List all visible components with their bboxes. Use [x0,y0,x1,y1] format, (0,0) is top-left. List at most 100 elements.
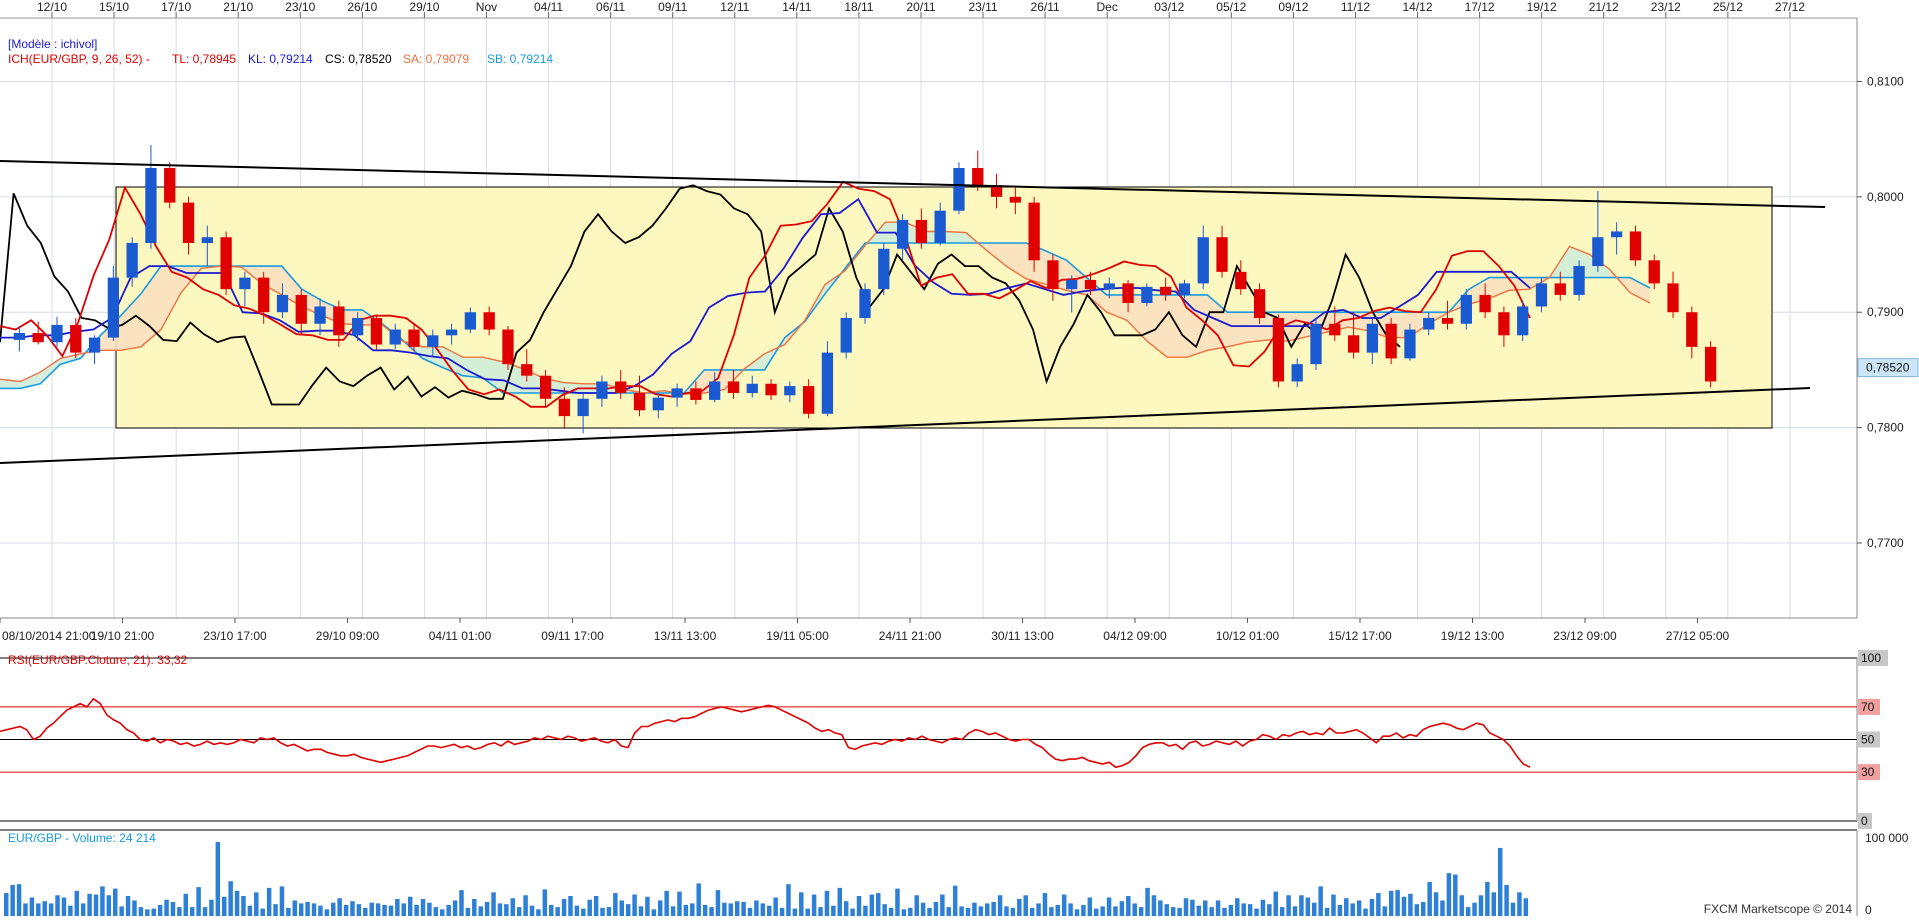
volume-bar [427,902,432,916]
candle-body [70,324,82,353]
volume-bar [888,907,894,916]
volume-bar [1100,906,1105,916]
volume-axis-zero: 0 [1865,903,1872,916]
volume-bar [433,907,439,916]
volume-bar [1190,899,1195,916]
volume-bar [843,901,849,916]
volume-bar [234,890,240,916]
volume-bar [401,903,407,916]
candle-body [220,237,232,290]
sb-legend: SB: 0,79214 [487,52,553,66]
candle-body [1629,231,1642,261]
volume-bar [440,909,445,916]
candle-body [88,337,101,353]
top-date-label: 26/11 [1031,0,1060,14]
candle-body [633,393,646,411]
candle-body [896,219,909,249]
volume-bar [478,906,483,916]
volume-axis-max: 100 000 [1865,831,1909,845]
volume-bar [1068,903,1073,916]
volume-bar [1485,881,1490,916]
volume-bar [1440,900,1445,916]
candle-body [1310,323,1322,365]
candle-body [1347,335,1360,353]
candle-body [690,388,702,400]
candle-body [727,381,740,393]
volume-bar [658,900,663,916]
volume-bar [683,904,689,916]
cloud-segment [1006,243,1027,279]
volume-bar [991,901,996,916]
volume-bar [882,904,887,916]
current-price-label: 0,78520 [1866,361,1910,375]
volume-bar [1395,890,1400,916]
volume-bar [504,904,509,916]
rsi-axis-tag [1858,698,1880,715]
volume-bar [1203,900,1208,916]
volume-bar [914,895,919,916]
volume-bar [1344,898,1349,916]
volume-bar [856,896,862,916]
candle-body [314,306,326,324]
volume-bar [715,890,721,916]
volume-panel[interactable] [0,830,1857,916]
top-date-axis: 12/10 15/10 17/10 21/10 23/10 26/10 29/10 Nov 04… [0,0,1857,19]
volume-bar [613,893,618,916]
volume-bar [972,902,977,916]
volume-bar [876,893,881,916]
candle-body [915,219,928,243]
volume-bar [1465,907,1471,916]
volume-bar [850,908,855,916]
volume-bar [1331,894,1336,916]
top-date-label: 23/12 [1651,0,1681,14]
volume-bar [638,906,644,916]
rsi-axis-label: 50 [1861,733,1875,747]
volume-bar [1029,907,1035,916]
volume-bar [125,896,131,916]
volume-bar [241,896,246,916]
volume-bar [824,890,830,916]
time-label: 19/10 21:00 [91,629,155,643]
candle-body [13,333,26,340]
volume-bar [157,904,163,916]
candle-body [239,277,251,290]
volume-bar [363,907,368,916]
cloud-segment [1126,294,1147,342]
volume-bar [1459,895,1464,916]
volume-bar [369,902,374,916]
candle-body [746,383,758,393]
time-label: 04/12 09:00 [1103,629,1167,643]
top-date-label: 17/12 [1465,0,1495,14]
top-date-label: 18/11 [844,0,873,14]
candle-body [1009,196,1021,203]
volume-bar [869,894,875,916]
chikou-span-line [0,184,1401,406]
candle-body [1272,318,1285,382]
volume-bar [55,895,60,916]
model-label: [Modèle : ichivol] [8,37,97,51]
top-date-label: 04/11 [534,0,563,14]
volume-bar [196,887,201,916]
volume-bar [632,894,637,916]
volume-bar [965,907,971,916]
cloud-segment [40,358,61,384]
time-label: 10/12 01:00 [1216,629,1280,643]
volume-bar [529,905,535,916]
candle-body [1366,323,1378,353]
volume-bar [100,886,105,916]
top-date-label: 12/10 [37,0,67,14]
volume-bar [1106,897,1112,916]
volume-bar [247,905,253,916]
volume-bar [542,889,548,916]
volume-bar [1222,907,1227,916]
volume-bar [407,896,413,916]
volume-bar [651,909,657,916]
time-label: 04/11 01:00 [429,629,492,643]
candle-body [1592,237,1604,267]
candle-body [1178,283,1191,295]
copyright-text: FXCM Marketscope © 2014 [1704,902,1853,916]
time-label: 15/12 17:00 [1328,629,1392,643]
candlesticks [13,144,1717,434]
candle-body [1103,283,1115,290]
volume-bar [1421,901,1426,916]
